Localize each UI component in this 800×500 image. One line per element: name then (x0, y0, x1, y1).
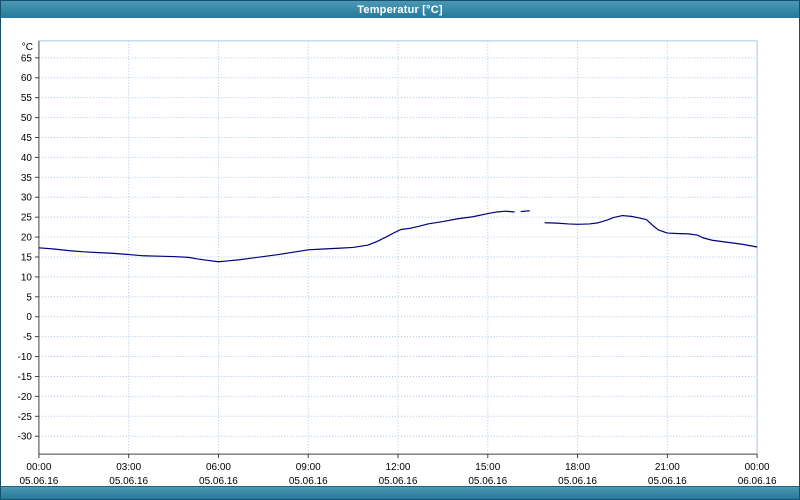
y-tick-label: 25 (21, 213, 33, 224)
x-tick-time-label: 09:00 (296, 462, 321, 473)
x-tick-time-label: 18:00 (565, 462, 590, 473)
x-tick-date-label: 05.06.16 (199, 476, 238, 486)
x-tick-time-label: 00:00 (26, 462, 51, 473)
y-tick-label: 55 (21, 93, 33, 104)
x-tick-date-label: 06.06.16 (738, 476, 777, 486)
y-tick-label: 65 (21, 53, 33, 64)
chart-container: 65 60 55 50 45 40 35 30 25 20 15 10 5 0 -5 -10 -15 -20 -25… (1, 18, 799, 486)
x-tick-time-label: 21:00 (655, 462, 680, 473)
x-tick-date-label: 05.06.16 (468, 476, 507, 486)
y-axis-unit-label: °C (22, 42, 33, 53)
y-tick-label: 30 (21, 193, 33, 204)
temperature-line (38, 210, 515, 263)
y-tick-label: -15 (18, 372, 33, 383)
y-tick-label: -30 (18, 432, 33, 443)
x-tick-time-label: 15:00 (475, 462, 500, 473)
temperature-line (544, 214, 758, 248)
y-tick-label: 50 (21, 113, 33, 124)
x-tick-date-label: 05.06.16 (20, 476, 59, 486)
bottom-bar (1, 486, 799, 499)
y-tick-label: 5 (26, 292, 32, 303)
temperature-line (520, 210, 530, 213)
y-tick-label: 35 (21, 173, 33, 184)
y-tick-label: 10 (21, 272, 33, 283)
window-titlebar: Temperatur [°C] (1, 1, 799, 18)
y-tick-label: -25 (18, 412, 33, 423)
x-tick-date-label: 05.06.16 (648, 476, 687, 486)
x-tick-time-label: 12:00 (386, 462, 411, 473)
y-tick-label: 15 (21, 252, 33, 263)
y-tick-label: 60 (21, 73, 33, 84)
x-tick-time-label: 06:00 (206, 462, 231, 473)
x-tick-date-label: 05.06.16 (109, 476, 148, 486)
y-tick-label: -20 (18, 392, 33, 403)
y-tick-label: -10 (18, 352, 33, 363)
y-tick-label: -5 (23, 332, 32, 343)
x-tick-date-label: 05.06.16 (289, 476, 328, 486)
y-tick-label: 40 (21, 153, 33, 164)
y-tick-label: 20 (21, 233, 33, 244)
x-tick-date-label: 05.06.16 (379, 476, 418, 486)
x-tick-date-label: 05.06.16 (558, 476, 597, 486)
x-tick-time-label: 03:00 (116, 462, 141, 473)
window-title: Temperatur [°C] (357, 3, 443, 16)
temperature-chart[interactable]: 65605550454035302520151050-5-10-15-20-25… (1, 18, 799, 486)
y-tick-label: 0 (26, 312, 32, 323)
x-tick-time-label: 00:00 (745, 462, 770, 473)
y-tick-label: 45 (21, 133, 33, 144)
